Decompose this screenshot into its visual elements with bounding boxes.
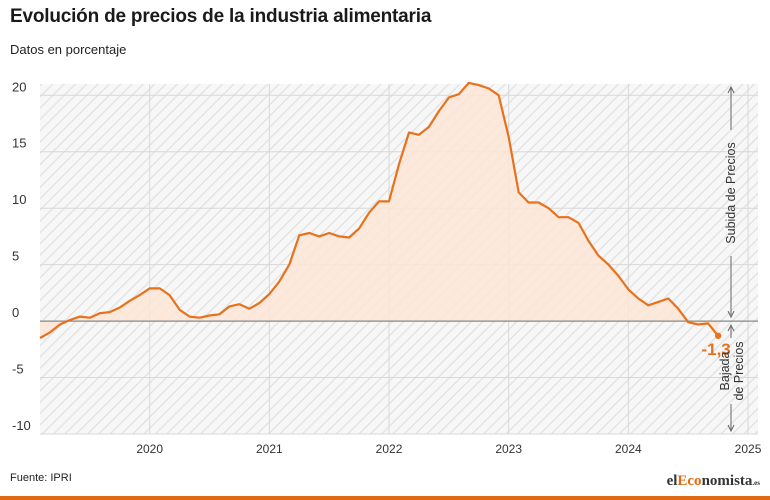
x-tick-label: 2022 (376, 442, 403, 456)
series-area (40, 82, 719, 339)
y-tick-label: 15 (12, 136, 26, 151)
x-tick-label: 2020 (136, 442, 163, 456)
y-tick-label: -10 (12, 418, 31, 433)
lower-band-label-line1: Bajada (718, 351, 732, 390)
up-arrow-head (727, 85, 735, 94)
lower-band-label-line2: de Precios (732, 341, 746, 400)
y-tick-label: 0 (12, 305, 19, 320)
y-tick-label: 5 (12, 249, 19, 264)
last-point-marker (714, 332, 722, 339)
chart-subtitle: Datos en porcentaje (10, 42, 127, 57)
y-tick-label: -5 (12, 362, 24, 377)
chart-title: Evolución de precios de la industria ali… (10, 6, 432, 27)
bottom-accent-bar (0, 496, 770, 500)
y-tick-label: 20 (12, 79, 26, 94)
logo-suffix: nomista (701, 473, 753, 489)
logo-tld: .es (752, 479, 760, 487)
publisher-logo: elEconomista.es (667, 473, 760, 490)
upper-band-label: Subida de Precios (724, 142, 738, 243)
down-arrow-head (727, 424, 735, 433)
series-line (39, 81, 719, 339)
x-tick-label: 2024 (615, 442, 642, 456)
down-arrow-head (727, 310, 735, 319)
x-tick-label: 2023 (495, 442, 522, 456)
x-tick-label: 2025 (735, 442, 762, 456)
logo-prefix: el (666, 473, 678, 489)
source-note: Fuente: IPRI (10, 472, 72, 484)
up-arrow-head (727, 323, 735, 332)
y-tick-label: 10 (12, 192, 26, 207)
x-tick-label: 2021 (256, 442, 283, 456)
last-value-label: -1,3 (701, 340, 730, 359)
logo-brand: Eco (677, 473, 702, 489)
